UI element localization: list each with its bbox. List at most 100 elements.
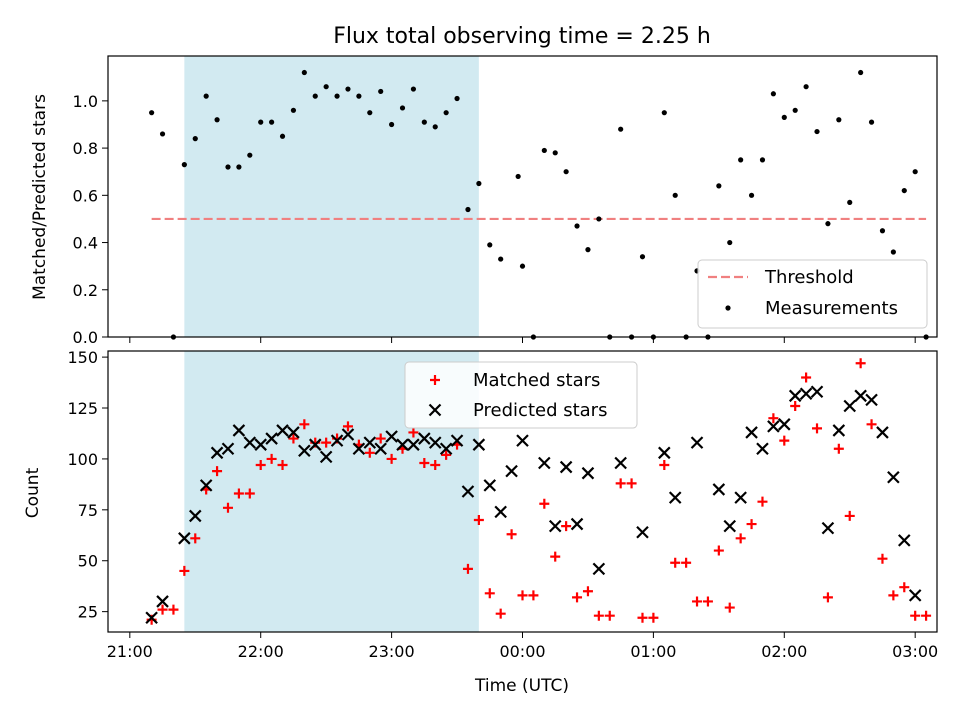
matched-star-point [768,413,779,424]
matched-star-point [299,419,310,430]
matched-star-point [921,610,932,621]
bottom-panel: 25 50 75 100 125 150 21:00 22:00 23:00 00:00 01:00… [67,348,938,661]
measurement-point [912,169,918,175]
predicted-star-point [745,426,758,439]
measurement-point [432,124,438,130]
measurement-point [225,164,231,170]
measurement-point [258,119,264,125]
measurement-point [192,136,198,142]
predicted-star-point [330,434,344,447]
matched-star-point [899,582,910,593]
measurement-point [279,133,286,139]
measurement-point [847,199,853,206]
measurement-point [879,228,886,234]
top-shaded-interval [184,56,479,337]
predicted-star-point [712,483,726,496]
measurement-point [399,105,406,111]
predicted-star-point [483,479,497,492]
measurement-point [618,126,624,132]
measurement-point [803,84,809,90]
predicted-star-point [472,438,486,451]
predicted-star-point [636,525,649,539]
measurement-point [159,131,166,137]
predicted-star-point [668,491,682,504]
matched-star-point [244,488,255,499]
bottom-y-tick-label: 100 [67,450,98,469]
measurement-point [792,107,798,113]
predicted-star-point [614,456,627,470]
measurement-point [443,110,449,116]
predicted-star-point [908,589,922,602]
predicted-star-point [538,456,551,470]
matched-star-point [888,590,899,601]
measurement-point [269,119,275,125]
x-tick-label: 23:00 [369,642,415,661]
matched-star-point [277,460,288,471]
matched-star-point [812,423,823,434]
bottom-y-axis-label: Count [23,467,43,518]
measurement-point [389,121,395,128]
predicted-star-point [778,418,791,431]
predicted-star-point [788,389,802,403]
matched-star-point [801,372,812,383]
predicted-star-point [832,424,846,437]
matched-star-point [517,590,528,601]
measurement-point [214,117,220,123]
matched-star-point [604,610,615,621]
matched-star-point [484,588,495,599]
measurement-point [672,192,678,198]
predicted-star-point [407,438,420,451]
measurement-point [203,93,209,99]
legend-threshold-label: Threshold [764,267,854,288]
x-tick-label: 01:00 [630,642,676,661]
measurement-point [312,93,318,99]
x-tick-label: 00:00 [499,642,545,661]
legend-predicted-label: Predicted stars [473,400,607,421]
predicted-star-point [767,420,780,433]
predicted-star-point [363,436,377,449]
matched-star-point [539,498,550,509]
matched-star-point [779,435,790,446]
legend-matched-swatch [430,375,440,385]
measurement-point [552,150,558,156]
measurement-point [345,86,351,92]
predicted-star-point [298,444,311,458]
predicted-star-point [559,460,573,474]
predicted-star-point [308,438,322,451]
measurement-point [149,110,155,116]
predicted-star-point [352,442,366,456]
matched-star-point [364,447,375,458]
predicted-star-point [428,436,442,449]
matched-star-point [822,592,833,603]
measurement-point [247,152,253,158]
matched-star-point [157,604,168,615]
measurement-point [596,216,602,222]
measurement-point [541,147,547,154]
measurement-point [585,247,591,253]
bottom-y-tick-label: 75 [78,501,98,520]
matched-star-point [844,510,855,521]
matched-star-point [561,521,572,532]
matched-star-point [255,460,266,471]
predicted-star-point [145,611,158,625]
predicted-star-point [581,466,595,480]
predicted-star-point [265,432,278,445]
matched-star-point [222,502,233,513]
matched-star-point [877,553,888,564]
measurement-point [770,91,776,97]
matched-star-point [375,433,386,444]
matched-star-point [342,421,353,432]
matched-star-point [615,478,626,489]
top-y-axis-label: Matched/Predicted stars [30,94,50,300]
predicted-star-point [341,428,355,441]
matched-star-point [833,443,844,454]
predicted-star-point [505,464,518,478]
matched-star-point [288,433,299,444]
top-y-tick-label: 1.0 [73,92,98,111]
measurement-point [814,128,820,135]
matched-star-point [626,478,637,489]
bottom-legend-box [404,361,638,429]
predicted-star-point [810,385,824,399]
matched-star-point [572,592,583,603]
top-panel: 0.0 0.2 0.4 0.6 0.8 1.0 Threshold Measurements [73,55,938,347]
